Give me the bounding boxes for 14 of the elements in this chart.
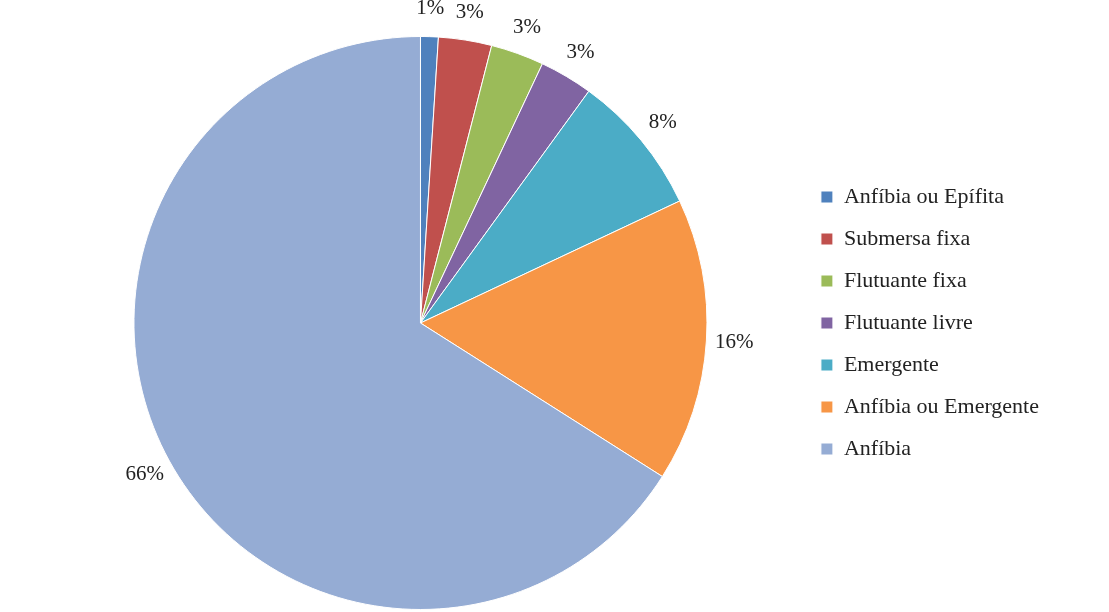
legend-label: Anfíbia ou Emergente bbox=[843, 392, 1039, 418]
data-label: 8% bbox=[648, 109, 677, 134]
data-label: 66% bbox=[125, 461, 165, 486]
legend-label: Flutuante fixa bbox=[843, 266, 967, 292]
data-label: 3% bbox=[455, 0, 484, 23]
legend-label: Emergente bbox=[843, 350, 939, 376]
legend-label: Anfíbia ou Epífita bbox=[843, 182, 1005, 208]
data-label: 3% bbox=[512, 13, 541, 38]
data-label: 16% bbox=[715, 329, 754, 354]
legend-label: Submersa fixa bbox=[843, 224, 971, 250]
data-label: 1% bbox=[416, 0, 445, 20]
data-label: 3% bbox=[566, 38, 595, 63]
legend-label: Anfíbia bbox=[843, 434, 912, 460]
legend-label: Flutuante livre bbox=[843, 308, 973, 334]
